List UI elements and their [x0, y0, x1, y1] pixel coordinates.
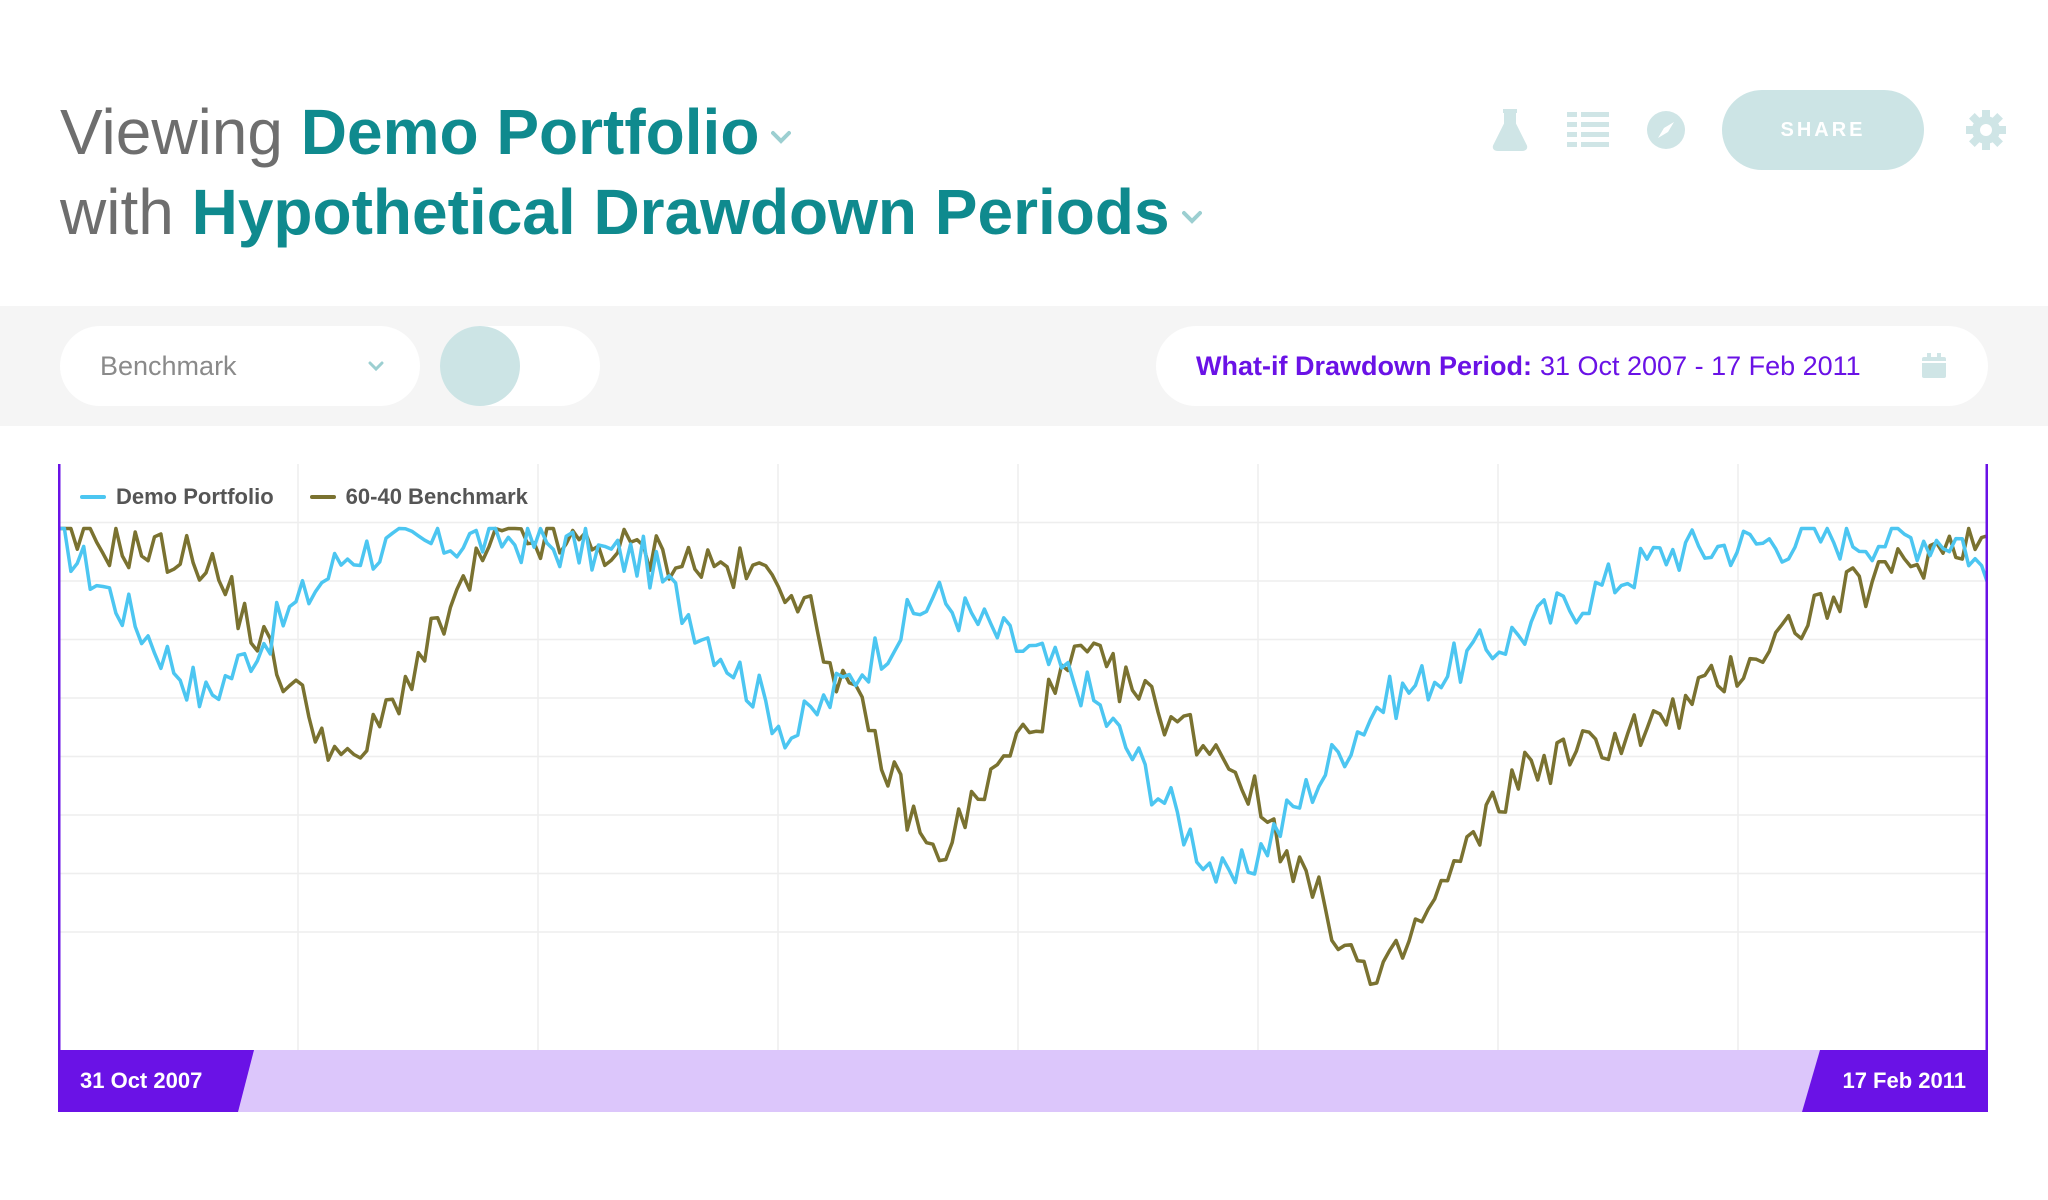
calendar-icon[interactable]: [1920, 352, 1948, 380]
legend-swatch: [80, 495, 106, 499]
header-actions: SHARE: [1488, 90, 2008, 170]
benchmark-toggle[interactable]: [440, 326, 600, 406]
chart-grid: [58, 464, 1988, 1050]
compass-icon[interactable]: [1644, 108, 1688, 152]
title-line-portfolio: Viewing Demo Portfolio: [60, 92, 1202, 172]
viewing-label: Viewing: [60, 96, 283, 168]
with-label: with: [60, 176, 174, 248]
range-start-label: 31 Oct 2007: [80, 1068, 203, 1093]
drawdown-period-picker[interactable]: What-if Drawdown Period: 31 Oct 2007 - 1…: [1156, 326, 1988, 406]
range-start-handle[interactable]: [58, 1050, 254, 1112]
series-line-portfolio: [58, 526, 1988, 885]
period-label: What-if Drawdown Period:: [1196, 350, 1532, 381]
toolbar: Benchmark What-if Drawdown Period: 31 Oc…: [0, 306, 2048, 426]
legend-item-portfolio[interactable]: Demo Portfolio: [80, 484, 274, 510]
chevron-down-icon: [368, 361, 384, 372]
period-value: 31 Oct 2007 - 17 Feb 2011: [1539, 350, 1861, 381]
title-line-analysis: with Hypothetical Drawdown Periods: [60, 172, 1202, 252]
drawdown-chart: Demo Portfolio 60-40 Benchmark 31 Oct 20…: [58, 464, 1988, 1112]
legend-label: Demo Portfolio: [116, 484, 274, 509]
portfolio-selector[interactable]: Demo Portfolio: [300, 96, 760, 168]
benchmark-select[interactable]: Benchmark: [60, 326, 420, 406]
chevron-down-icon[interactable]: [771, 127, 792, 147]
legend-swatch: [309, 495, 336, 499]
page-title: Viewing Demo Portfolio with Hypothetical…: [60, 92, 1202, 252]
range-end-label: 17 Feb 2011: [1842, 1068, 1966, 1093]
chevron-down-icon[interactable]: [1181, 207, 1202, 227]
chart-svg: [58, 464, 1988, 1112]
range-selector-track[interactable]: [58, 1050, 1988, 1112]
chart-legend: Demo Portfolio 60-40 Benchmark: [80, 484, 564, 510]
legend-item-benchmark[interactable]: 60-40 Benchmark: [309, 484, 528, 510]
legend-label: 60-40 Benchmark: [345, 484, 528, 509]
range-end-handle[interactable]: [1802, 1050, 1988, 1112]
series-line-benchmark: [58, 526, 1988, 987]
gear-icon[interactable]: [1964, 108, 2008, 152]
share-button[interactable]: SHARE: [1722, 90, 1924, 170]
flask-icon[interactable]: [1488, 108, 1532, 152]
list-icon[interactable]: [1566, 108, 1610, 152]
analysis-selector[interactable]: Hypothetical Drawdown Periods: [191, 176, 1170, 248]
toggle-knob[interactable]: [440, 326, 520, 406]
benchmark-select-label: Benchmark: [100, 350, 237, 381]
